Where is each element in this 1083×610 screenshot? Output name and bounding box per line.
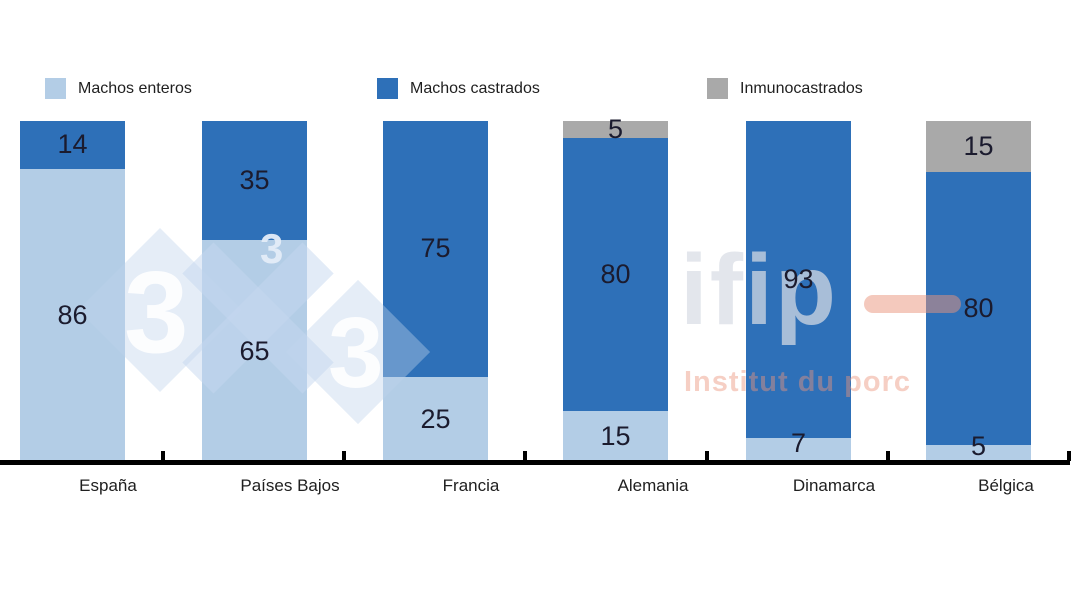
legend-swatch-inmunocastrados [707, 78, 728, 99]
bar-value-label: 7 [790, 427, 807, 458]
bar-column-países-bajos: 35 65 [202, 121, 307, 462]
category-label-francia: Francia [442, 476, 500, 495]
axis-tick [886, 451, 890, 461]
axis-tick [342, 451, 346, 461]
axis-tick [705, 451, 709, 461]
axis-tick [523, 451, 527, 461]
bar-segment: 25 [383, 376, 488, 462]
bar-segment: 80 [926, 172, 1031, 445]
bar-column-alemania: 5 80 15 [563, 116, 668, 462]
bar-column-españa: 14 86 [20, 121, 125, 462]
bar-value-label: 80 [600, 258, 631, 289]
bar-value-label: 93 [783, 264, 814, 295]
bar-column-francia: 75 25 [383, 121, 488, 462]
legend-swatch-machos-enteros [45, 78, 66, 99]
bar-segment: 14 [20, 121, 125, 169]
axis-tick [161, 451, 165, 461]
bar-value-label: 86 [57, 299, 88, 330]
bar-value-label: 80 [963, 293, 994, 324]
bar-value-label: 65 [239, 335, 270, 366]
bar-value-label: 5 [970, 430, 987, 461]
category-label-españa: España [79, 476, 137, 495]
bar-value-label: 5 [607, 114, 624, 145]
bar-value-label: 15 [963, 131, 994, 162]
watermark-digit-3: 3 [328, 297, 384, 409]
watermark-digit-3: 3 [124, 247, 189, 377]
bar-segment: 5 [563, 116, 668, 143]
bar-value-label: 15 [600, 420, 631, 451]
category-label-países-bajos: Países Bajos [240, 476, 340, 495]
bar-segment: 5 [926, 432, 1031, 462]
bar-value-label: 35 [239, 165, 270, 196]
legend-item-machos-enteros: Machos enteros [45, 78, 192, 99]
bar-segment: 86 [20, 168, 125, 462]
category-label-alemania: Alemania [617, 476, 689, 495]
bar-segment: 65 [202, 240, 307, 462]
bar-segment: 15 [926, 121, 1031, 173]
bar-value-label: 25 [420, 403, 451, 434]
legend-item-inmunocastrados: Inmunocastrados [707, 78, 863, 99]
bar-value-label: 14 [57, 129, 88, 160]
bar-segment: 7 [746, 429, 851, 462]
category-label-bélgica: Bélgica [978, 476, 1034, 495]
bar-value-label: 75 [420, 233, 451, 264]
bar-column-bélgica: 15 80 5 [926, 121, 1031, 462]
bar-segment: 75 [383, 121, 488, 377]
category-label-dinamarca: Dinamarca [792, 476, 876, 495]
bar-column-dinamarca: 93 7 [746, 121, 851, 462]
bar-segment: 80 [563, 138, 668, 411]
bar-segment: 15 [563, 410, 668, 462]
bar-segment: 93 [746, 121, 851, 439]
legend-label: Machos castrados [410, 79, 540, 97]
legend-label: Inmunocastrados [740, 79, 863, 97]
legend-swatch-machos-castrados [377, 78, 398, 99]
x-axis-line [0, 460, 1070, 465]
bar-segment: 35 [202, 121, 307, 241]
axis-tick [1067, 451, 1071, 461]
legend-label: Machos enteros [78, 79, 192, 97]
legend-item-machos-castrados: Machos castrados [377, 78, 540, 99]
